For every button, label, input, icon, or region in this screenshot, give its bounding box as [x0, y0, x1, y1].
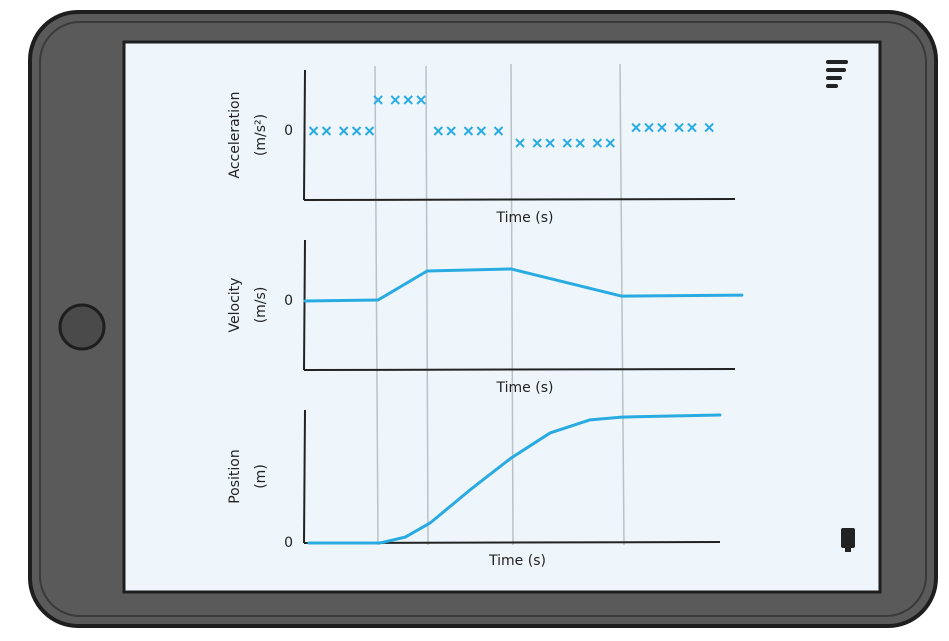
y-tick-label: 0	[284, 535, 293, 551]
y-axis-label: (m)	[253, 464, 269, 489]
y-axis-label: Acceleration	[227, 92, 243, 179]
y-tick-label: 0	[284, 293, 293, 309]
x-axis-label: Time (s)	[496, 210, 554, 226]
x-axis-label: Time (s)	[496, 380, 554, 396]
y-axis	[304, 410, 305, 543]
y-axis	[304, 240, 305, 370]
y-axis-label: Position	[227, 449, 243, 504]
home-button[interactable]	[60, 305, 104, 349]
y-axis-label: Velocity	[227, 278, 243, 333]
x-axis	[304, 369, 735, 370]
tablet-screenshot: 0 Acceleration (m/s²) Time (s) 0 Velocity (m/s…	[0, 0, 949, 637]
y-axis-label: (m/s²)	[253, 114, 269, 156]
y-axis-label: (m/s)	[253, 287, 269, 324]
x-axis-label: Time (s)	[488, 553, 546, 569]
y-axis	[304, 70, 305, 200]
page: 0 Acceleration (m/s²) Time (s) 0 Velocity (m/s…	[0, 0, 949, 637]
x-axis	[304, 199, 735, 200]
y-tick-label: 0	[284, 123, 293, 139]
